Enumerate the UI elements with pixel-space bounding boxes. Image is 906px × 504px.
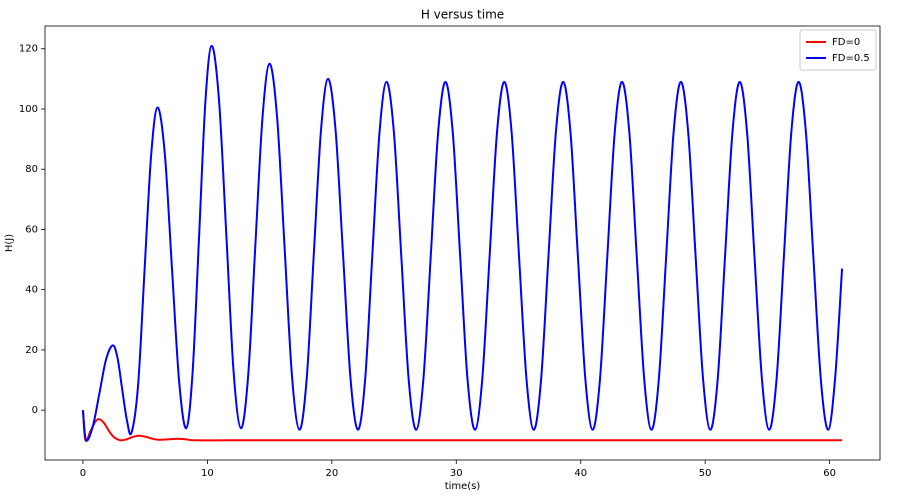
y-tick-label: 20 xyxy=(25,345,38,356)
y-tick-label: 120 xyxy=(19,44,38,55)
x-tick-label: 0 xyxy=(80,468,86,479)
x-tick-label: 30 xyxy=(450,468,463,479)
plot-frame xyxy=(44,25,881,461)
x-tick-label: 20 xyxy=(325,468,338,479)
x-tick-label: 60 xyxy=(823,468,836,479)
x-tick-label: 50 xyxy=(699,468,712,479)
x-tick-label: 40 xyxy=(574,468,587,479)
y-tick-label: 0 xyxy=(32,405,38,416)
y-axis-label: H(J) xyxy=(4,234,15,252)
y-tick-label: 40 xyxy=(25,285,38,296)
y-tick-label: 60 xyxy=(25,224,38,235)
data-line xyxy=(81,410,843,443)
data-line xyxy=(81,44,844,442)
x-axis-label: time(s) xyxy=(445,481,481,492)
legend-label: FD=0.5 xyxy=(832,53,870,64)
y-tick-label: 80 xyxy=(25,164,38,175)
x-tick-label: 10 xyxy=(201,468,214,479)
legend-box xyxy=(799,29,877,71)
y-tick-label: 100 xyxy=(19,104,38,115)
legend-label: FD=0 xyxy=(832,37,860,48)
chart-title: H versus time xyxy=(421,8,504,22)
plot-lines xyxy=(81,44,844,443)
